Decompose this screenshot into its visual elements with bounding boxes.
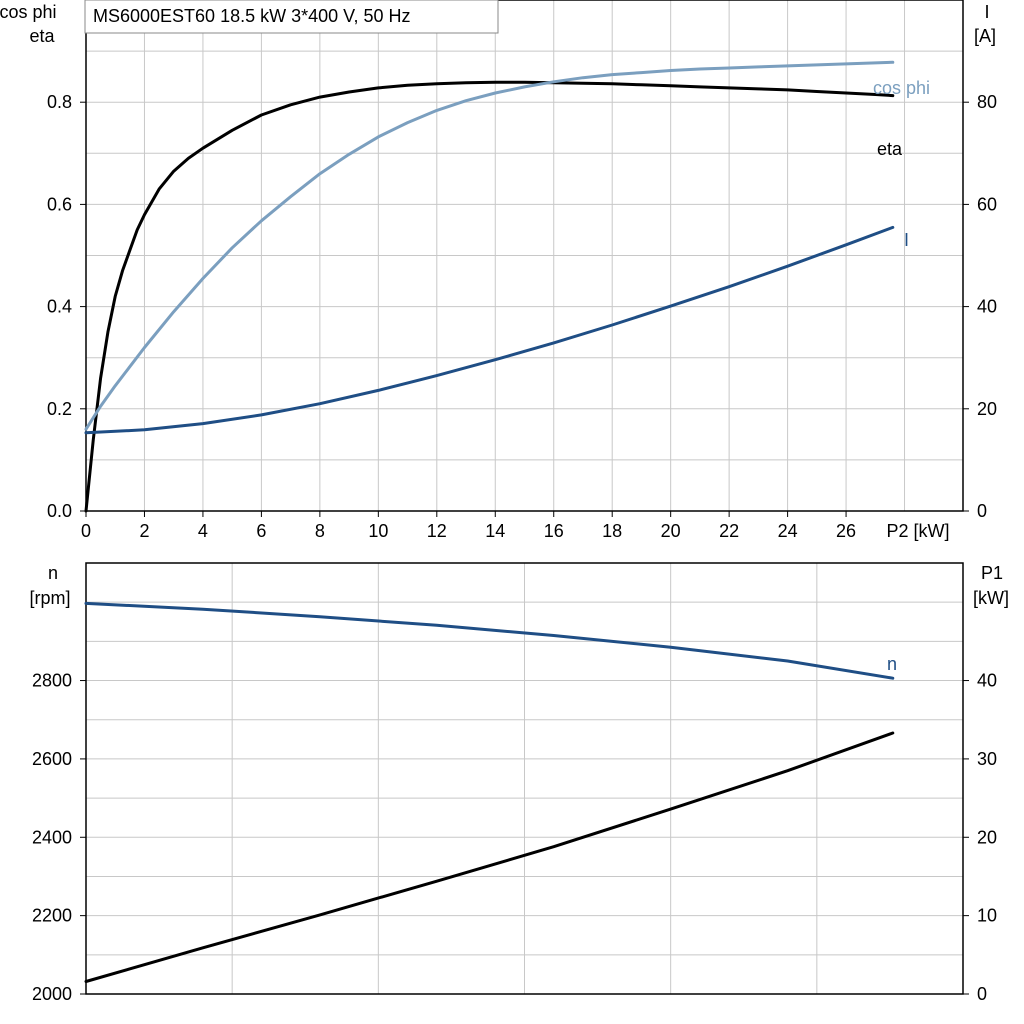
left-tick-label: 0.4 xyxy=(47,297,72,317)
left-axis-title: eta xyxy=(29,26,55,46)
series-line-p1 xyxy=(84,731,895,983)
x-tick-label: 12 xyxy=(427,521,447,541)
x-tick-label: 2 xyxy=(139,521,149,541)
x-tick-label: 26 xyxy=(836,521,856,541)
right-tick-label: 20 xyxy=(977,827,997,847)
right-axis-title: P1 xyxy=(981,563,1003,583)
left-tick-label: 2000 xyxy=(32,984,72,1004)
x-tick-label: 14 xyxy=(485,521,505,541)
x-tick-label: 10 xyxy=(368,521,388,541)
chart-title: MS6000EST60 18.5 kW 3*400 V, 50 Hz xyxy=(93,6,411,26)
series-label-n: n xyxy=(887,654,897,674)
right-axis-title: [A] xyxy=(974,26,996,46)
bottom-chart-panel: 2000 2200 2400 2600 2800 0 10 20 30 40 n [rpm] P1 [kW… xyxy=(29,562,1009,1004)
left-tick-label: 2600 xyxy=(32,749,72,769)
series-label-cos-phi: cos phi xyxy=(873,78,930,98)
left-tick-label: 0.8 xyxy=(47,92,72,112)
x-tick-label: 18 xyxy=(602,521,622,541)
x-tick-label: 24 xyxy=(778,521,798,541)
top-chart-panel: 0.0 0.2 0.4 0.6 0.8 0 20 40 60 80 cos phi eta I [A] 0 2… xyxy=(0,0,997,541)
right-tick-label: 40 xyxy=(977,297,997,317)
series-label-eta: eta xyxy=(877,139,903,159)
left-axis-title: cos phi xyxy=(0,2,57,22)
right-tick-label: 0 xyxy=(977,984,987,1004)
right-tick-label: 20 xyxy=(977,399,997,419)
title-box: MS6000EST60 18.5 kW 3*400 V, 50 Hz xyxy=(84,0,499,34)
right-tick-label: 80 xyxy=(977,92,997,112)
left-axis-title: n xyxy=(48,563,58,583)
plot-frame xyxy=(85,562,964,995)
series-line-i xyxy=(84,225,895,435)
plot-frame xyxy=(85,0,964,512)
series-line-eta xyxy=(84,80,895,513)
x-tick-label: 16 xyxy=(544,521,564,541)
x-tick-label: 6 xyxy=(256,521,266,541)
left-tick-label: 2800 xyxy=(32,671,72,691)
x-tick-label: 8 xyxy=(315,521,325,541)
x-tick-label: 22 xyxy=(719,521,739,541)
left-tick-label: 0.6 xyxy=(47,194,72,214)
series-line-cos-phi xyxy=(84,60,895,431)
x-tick-label: 4 xyxy=(198,521,208,541)
title-box-frame xyxy=(84,0,499,34)
right-tick-label: 0 xyxy=(977,501,987,521)
left-tick-label: 2200 xyxy=(32,906,72,926)
x-axis-title: P2 [kW] xyxy=(886,521,949,541)
series-line-n xyxy=(84,601,895,680)
right-axis-title: I xyxy=(984,2,989,22)
x-tick-label: 20 xyxy=(661,521,681,541)
right-tick-label: 40 xyxy=(977,671,997,691)
left-tick-label: 0.0 xyxy=(47,501,72,521)
left-tick-label: 0.2 xyxy=(47,399,72,419)
right-axis-title: [kW] xyxy=(973,588,1009,608)
right-tick-label: 60 xyxy=(977,194,997,214)
series-label-i: I xyxy=(904,230,909,250)
x-tick-label: 0 xyxy=(81,521,91,541)
right-tick-label: 30 xyxy=(977,749,997,769)
left-tick-label: 2400 xyxy=(32,827,72,847)
right-tick-label: 10 xyxy=(977,906,997,926)
left-axis-title: [rpm] xyxy=(29,588,70,608)
